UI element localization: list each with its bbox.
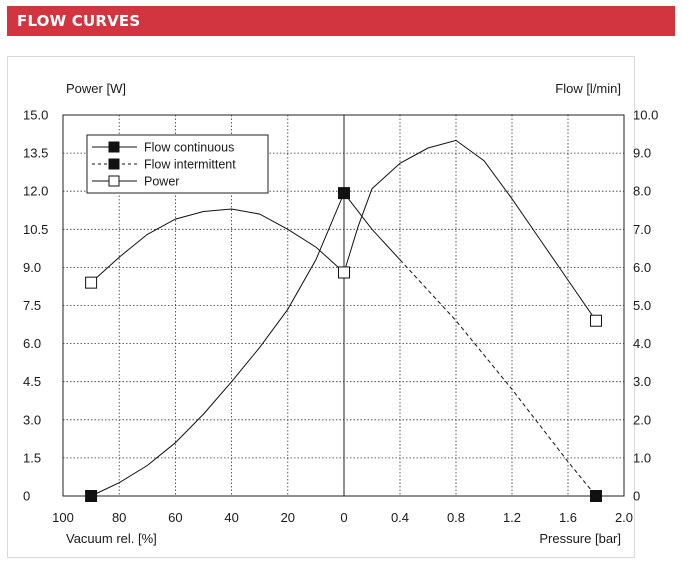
vacuum-tick-label: 40 bbox=[224, 510, 238, 525]
series-flow-continuous bbox=[90, 192, 401, 497]
marker-flow-continuous bbox=[85, 490, 98, 502]
section-title: FLOW CURVES bbox=[17, 12, 141, 30]
right-axis-title: Flow [l/min] bbox=[555, 81, 621, 96]
legend-marker bbox=[108, 175, 120, 187]
right-tick-label: 6.0 bbox=[633, 260, 651, 275]
left-tick-label: 3.0 bbox=[23, 412, 41, 427]
marker-power bbox=[338, 266, 350, 279]
left-tick-label: 7.5 bbox=[23, 298, 41, 313]
right-tick-label: 9.0 bbox=[633, 146, 651, 161]
marker-layer bbox=[85, 187, 602, 502]
right-tick-label: 3.0 bbox=[633, 374, 651, 389]
label-layer: 15.0 13.5 12.0 10.5 9.0 7.5 6.0 4.5 3.0 1.5 0 10.0 9… bbox=[23, 81, 658, 546]
vacuum-tick-label: 100 bbox=[52, 510, 74, 525]
right-tick-label: 1.0 bbox=[633, 450, 651, 465]
right-tick-label: 0 bbox=[633, 489, 640, 504]
pressure-tick-label: 0.4 bbox=[391, 510, 409, 525]
series-flow-intermittent bbox=[399, 259, 597, 497]
marker-flow-intermittent bbox=[590, 490, 602, 502]
section-header: FLOW CURVES bbox=[7, 6, 675, 36]
marker-flow-continuous bbox=[338, 187, 350, 200]
left-axis-title: Power [W] bbox=[66, 81, 126, 96]
series-layer bbox=[90, 139, 597, 497]
legend-marker bbox=[108, 158, 120, 170]
legend-label: Power bbox=[144, 175, 179, 189]
right-tick-label: 5.0 bbox=[633, 298, 651, 313]
left-tick-label: 12.0 bbox=[23, 184, 48, 199]
right-tick-label: 2.0 bbox=[633, 412, 651, 427]
left-tick-label: 4.5 bbox=[23, 374, 41, 389]
pressure-tick-label: 2.0 bbox=[615, 510, 633, 525]
marker-power bbox=[85, 276, 98, 289]
vacuum-axis-title: Vacuum rel. [%] bbox=[66, 531, 157, 546]
legend-label: Flow continuous bbox=[144, 141, 234, 155]
right-tick-label: 7.0 bbox=[633, 222, 651, 237]
right-tick-label: 10.0 bbox=[633, 108, 658, 123]
left-tick-label: 15.0 bbox=[23, 108, 48, 123]
vacuum-tick-label: 60 bbox=[168, 510, 182, 525]
legend-label: Flow intermittent bbox=[144, 158, 236, 172]
pressure-tick-label: 1.6 bbox=[559, 510, 577, 525]
left-tick-label: 6.0 bbox=[23, 336, 41, 351]
series-power bbox=[90, 139, 597, 321]
left-tick-label: 13.5 bbox=[23, 146, 48, 161]
pressure-tick-label: 1.2 bbox=[503, 510, 521, 525]
pressure-tick-label: 0.8 bbox=[447, 510, 465, 525]
left-tick-label: 1.5 bbox=[23, 450, 41, 465]
legend: Flow continuous Flow intermittent Power bbox=[86, 134, 269, 194]
left-tick-label: 9.0 bbox=[23, 260, 41, 275]
vacuum-tick-label: 80 bbox=[112, 510, 126, 525]
vacuum-tick-label: 20 bbox=[281, 510, 295, 525]
pressure-axis-title: Pressure [bar] bbox=[539, 531, 621, 546]
left-tick-label: 0 bbox=[23, 489, 30, 504]
left-tick-label: 10.5 bbox=[23, 222, 48, 237]
legend-marker bbox=[108, 141, 120, 153]
right-tick-label: 4.0 bbox=[633, 336, 651, 351]
marker-power bbox=[590, 314, 602, 327]
vacuum-tick-label: 0 bbox=[340, 510, 347, 525]
right-tick-label: 8.0 bbox=[633, 184, 651, 199]
